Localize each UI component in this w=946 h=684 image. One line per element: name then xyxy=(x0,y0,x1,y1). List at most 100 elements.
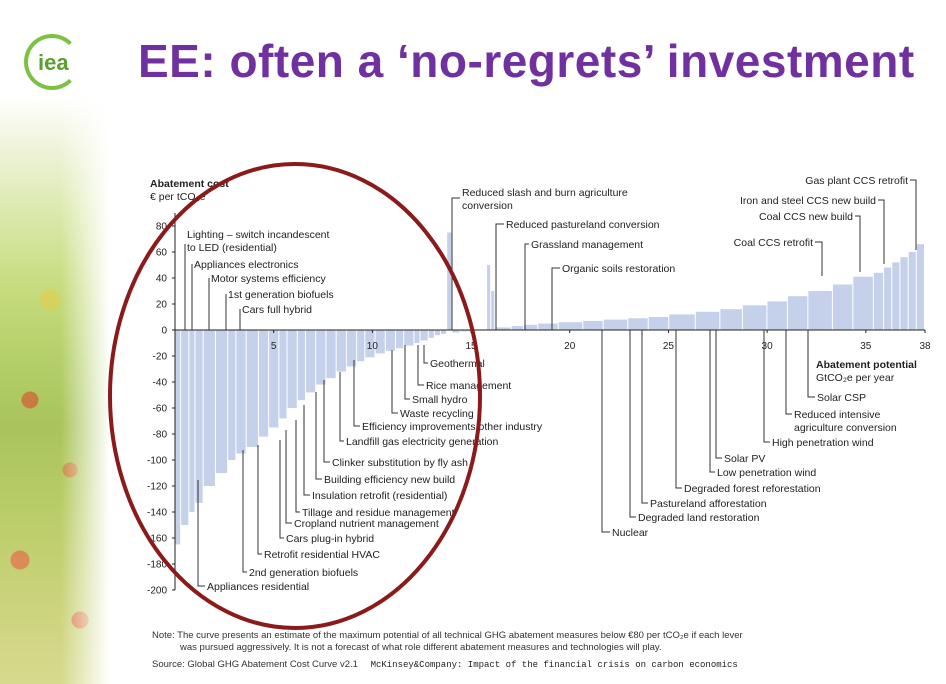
logo-text: iea xyxy=(38,50,69,75)
y-tick-label: -140 xyxy=(147,508,167,519)
label-clinker-substitution: Clinker substitution by fly ash xyxy=(332,457,468,469)
bar-42 xyxy=(603,319,628,330)
x-tick-label: 10 xyxy=(367,341,379,352)
label-gas-plant-ccs: Gas plant CCS retrofit xyxy=(805,175,908,187)
x-tick-label: 20 xyxy=(564,341,576,352)
slide-title: EE: often a ‘no-regrets’ investment xyxy=(138,35,915,87)
chart-note: Note: The curve presents an estimate of … xyxy=(152,630,912,654)
bar-34 xyxy=(487,265,491,330)
bar-40 xyxy=(558,322,583,330)
label-iron-steel-ccs: Iron and steel CCS new build xyxy=(740,195,876,207)
label-lighting-led: Lighting – switch incandescent xyxy=(187,229,330,241)
label-slash-burn-cont: conversion xyxy=(462,200,513,212)
x-tick-label: 38 xyxy=(919,341,931,352)
bar-0 xyxy=(175,330,181,545)
y-tick-label: -160 xyxy=(147,534,167,545)
source-text: Source: Global GHG Abatement Cost Curve … xyxy=(152,659,358,670)
y-tick-label: -120 xyxy=(147,482,167,493)
x-axis-unit: GtCO₂e per year xyxy=(816,372,895,384)
logo-ring-icon xyxy=(24,34,80,90)
label-first-gen-biofuels: 1st generation biofuels xyxy=(228,289,334,301)
label-cars-full-hybrid: Cars full hybrid xyxy=(242,304,312,316)
bar-56 xyxy=(892,262,900,330)
y-tick-label: 40 xyxy=(156,274,168,285)
bar-53 xyxy=(853,276,873,330)
y-tick-label: -20 xyxy=(153,352,168,363)
bar-51 xyxy=(808,291,832,330)
bar-5 xyxy=(215,330,228,473)
label-coal-ccs-new: Coal CCS new build xyxy=(759,211,853,223)
bar-6 xyxy=(228,330,236,460)
x-tick-label: 35 xyxy=(860,341,872,352)
bar-8 xyxy=(246,330,258,447)
bar-52 xyxy=(832,284,853,330)
bar-41 xyxy=(583,320,603,330)
label-second-gen-biofuels: 2nd generation biofuels xyxy=(249,567,358,579)
bar-19 xyxy=(357,330,365,362)
bar-58 xyxy=(908,252,916,330)
bar-59 xyxy=(916,244,924,330)
bar-27 xyxy=(428,330,434,338)
bar-37 xyxy=(511,326,523,330)
label-solar-csp: Solar CSP xyxy=(817,392,866,404)
bar-20 xyxy=(365,330,375,358)
decorative-photo-strip xyxy=(0,0,110,684)
label-coal-ccs-retrofit: Coal CCS retrofit xyxy=(734,237,813,249)
y-axis-unit: € per tCO₂e xyxy=(150,191,206,203)
bar-11 xyxy=(279,330,287,419)
note-line-1: Note: The curve presents an estimate of … xyxy=(152,630,743,641)
bar-50 xyxy=(787,296,808,330)
bar-48 xyxy=(742,305,767,330)
highlight-circle xyxy=(108,162,482,630)
label-building-efficiency: Building efficiency new build xyxy=(324,474,455,486)
label-solar-pv: Solar PV xyxy=(724,453,765,465)
bar-47 xyxy=(720,309,742,330)
label-cropland-nutrient: Cropland nutrient management xyxy=(294,518,439,530)
bar-31 xyxy=(452,330,460,333)
y-tick-label: 80 xyxy=(156,222,168,233)
iea-logo: iea xyxy=(24,34,80,90)
bar-30 xyxy=(447,232,452,330)
bar-9 xyxy=(258,330,269,437)
bar-24 xyxy=(404,330,414,346)
bar-29 xyxy=(441,330,447,334)
bar-32 xyxy=(460,330,472,332)
x-tick-label: 15 xyxy=(465,341,477,352)
x-tick-label: 30 xyxy=(762,341,774,352)
bar-55 xyxy=(884,267,892,330)
y-tick-label: 60 xyxy=(156,248,168,259)
bar-44 xyxy=(648,317,669,330)
label-landfill-gas: Landfill gas electricity generation xyxy=(346,436,498,448)
bar-49 xyxy=(767,301,787,330)
label-efficiency-other-industry: Efficiency improvements other industry xyxy=(362,421,543,433)
label-organic-soils: Organic soils restoration xyxy=(562,263,675,275)
y-tick-label: -80 xyxy=(153,430,168,441)
bar-38 xyxy=(523,324,538,330)
label-degraded-land: Degraded land restoration xyxy=(638,512,760,524)
bar-17 xyxy=(336,330,346,372)
bar-2 xyxy=(189,330,195,512)
label-insulation-retrofit: Insulation retrofit (residential) xyxy=(312,490,447,502)
bar-39 xyxy=(538,323,558,330)
label-pastureland-afforestation: Pastureland afforestation xyxy=(650,498,767,510)
label-slash-burn: Reduced slash and burn agriculture xyxy=(462,187,628,199)
label-appliances-electronics: Appliances electronics xyxy=(194,259,298,271)
bar-16 xyxy=(326,330,336,379)
bar-13 xyxy=(297,330,305,401)
bar-57 xyxy=(900,257,908,330)
label-lighting-led-cont: to LED (residential) xyxy=(187,242,277,254)
label-degraded-forest: Degraded forest reforestation xyxy=(684,483,821,495)
bar-43 xyxy=(628,318,648,330)
y-tick-label: -180 xyxy=(147,560,167,571)
mckinsey-source: McKinsey&Company: Impact of the financia… xyxy=(370,660,738,670)
bar-1 xyxy=(181,330,189,525)
bar-7 xyxy=(236,330,246,454)
source-line: Source: Global GHG Abatement Cost Curve … xyxy=(152,659,738,670)
bar-4 xyxy=(203,330,215,486)
bar-18 xyxy=(346,330,357,367)
label-waste-recycling: Waste recycling xyxy=(400,408,474,420)
label-nuclear: Nuclear xyxy=(612,527,649,539)
x-tick-label: 25 xyxy=(663,341,675,352)
y-tick-label: -200 xyxy=(147,586,167,597)
